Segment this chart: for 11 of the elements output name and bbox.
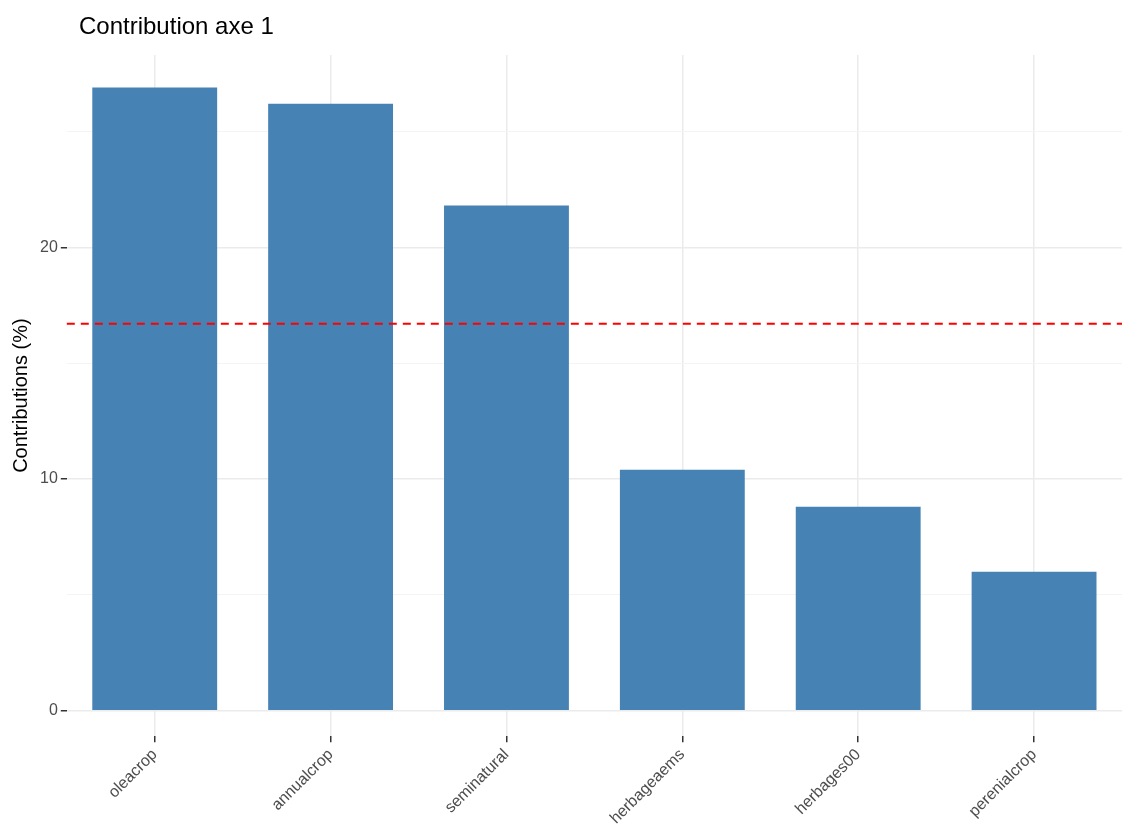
y-tick-label: 20	[40, 237, 58, 255]
y-axis-title: Contributions (%)	[8, 318, 31, 473]
bar	[444, 205, 569, 710]
bar	[971, 571, 1097, 710]
y-tick-label: 0	[48, 701, 58, 719]
y-tick-label: 10	[40, 469, 58, 487]
bar	[268, 103, 394, 710]
bar	[92, 87, 218, 710]
bar	[619, 469, 745, 710]
bar	[795, 506, 921, 710]
chart-title: Contribution axe 1	[79, 12, 274, 40]
